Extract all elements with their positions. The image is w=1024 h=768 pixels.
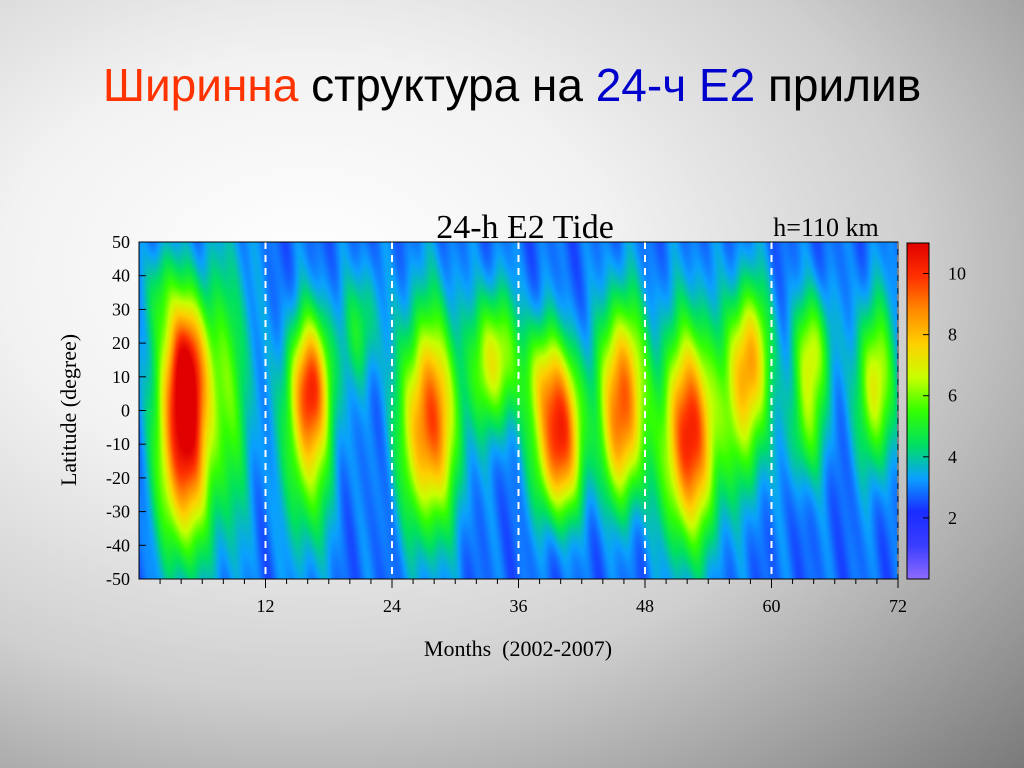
- colorbar-ticks: 2 4 6 8 10: [923, 264, 966, 528]
- y-tick-label: 40: [112, 266, 130, 286]
- title-part-1: Ширинна: [102, 59, 299, 111]
- chart-subtitle: h=110 km: [773, 213, 878, 242]
- y-axis-label: Latitude (degree): [56, 334, 81, 486]
- colorbar-tick-label: 10: [948, 264, 966, 284]
- y-tick-label: 30: [112, 299, 130, 319]
- x-tick-label: 24: [383, 596, 401, 616]
- title-part-3: 24-ч E2: [595, 59, 756, 111]
- colorbar-tick-label: 6: [948, 386, 957, 406]
- slide-title: Ширинна структура на 24-ч E2 прилив: [0, 58, 1024, 112]
- y-tick-label: 50: [112, 232, 130, 252]
- y-tick-label: -50: [106, 569, 130, 589]
- y-axis: 50 40 30 20 10 0 -10 -20 -30 -40 -50: [106, 232, 146, 589]
- x-tick-label: 12: [257, 596, 275, 616]
- y-tick-label: 10: [112, 367, 130, 387]
- x-tick-label: 60: [763, 596, 781, 616]
- y-tick-label: -20: [106, 468, 130, 488]
- x-axis: 12 24 36 48 60 72: [159, 579, 907, 616]
- y-tick-label: 0: [121, 401, 130, 421]
- colorbar: [906, 242, 930, 580]
- title-part-4: прилив: [755, 59, 922, 111]
- y-tick-label: -30: [106, 502, 130, 522]
- chart-title: 24-h E2 Tide: [436, 209, 614, 246]
- colorbar-tick-label: 4: [948, 447, 957, 467]
- colorbar-tick-label: 8: [948, 325, 957, 345]
- title-part-2: структура на: [298, 59, 596, 111]
- x-axis-label: Months (2002-2007): [424, 636, 612, 661]
- x-tick-label: 36: [510, 596, 528, 616]
- y-tick-label: -10: [106, 434, 130, 454]
- x-tick-label: 72: [889, 596, 907, 616]
- y-tick-label: -40: [106, 535, 130, 555]
- x-tick-label: 48: [636, 596, 654, 616]
- colorbar-tick-label: 2: [948, 508, 957, 528]
- y-tick-label: 20: [112, 333, 130, 353]
